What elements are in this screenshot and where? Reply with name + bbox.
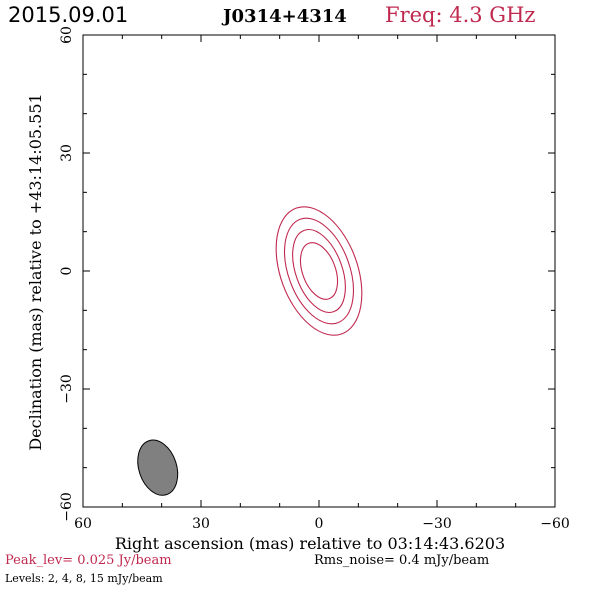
- x-tick-label: −60: [540, 516, 570, 532]
- observation-date: 2015.09.01: [8, 3, 129, 27]
- source-name: J0314+4314: [223, 6, 347, 27]
- axis-ticks: [82, 34, 556, 508]
- x-tick-label: 60: [74, 516, 92, 532]
- contour-4-mjy: [284, 217, 354, 325]
- x-tick-label: 30: [192, 516, 210, 532]
- x-tick-label: −30: [422, 516, 452, 532]
- beam-ellipse: [137, 439, 179, 496]
- contour-set: [275, 206, 363, 336]
- contour-levels: Levels: 2, 4, 8, 15 mJy/beam: [5, 572, 163, 585]
- axis-tick-labels: 60 30 0 −30 −60 −60 −30 0 30 60: [59, 26, 570, 532]
- x-axis-label: Right ascension (mas) relative to 03:14:…: [115, 534, 505, 553]
- y-tick-label: −60: [59, 492, 75, 522]
- y-axis-label: Declination (mas) relative to +43:14:05.…: [26, 93, 45, 450]
- peak-level: Peak_lev= 0.025 Jy/beam: [5, 553, 172, 568]
- y-tick-label: −30: [59, 374, 75, 404]
- frequency-label: Freq: 4.3 GHz: [385, 3, 536, 27]
- y-tick-label: 30: [59, 144, 75, 162]
- y-tick-label: 60: [59, 26, 75, 44]
- y-tick-label: 0: [59, 267, 75, 276]
- rms-noise: Rms_noise= 0.4 mJy/beam: [314, 553, 490, 568]
- contour-15-mjy: [299, 242, 339, 300]
- contour-2-mjy: [275, 206, 363, 336]
- x-tick-label: 0: [315, 516, 324, 532]
- contour-8-mjy: [292, 229, 346, 313]
- plot-frame: [82, 34, 556, 508]
